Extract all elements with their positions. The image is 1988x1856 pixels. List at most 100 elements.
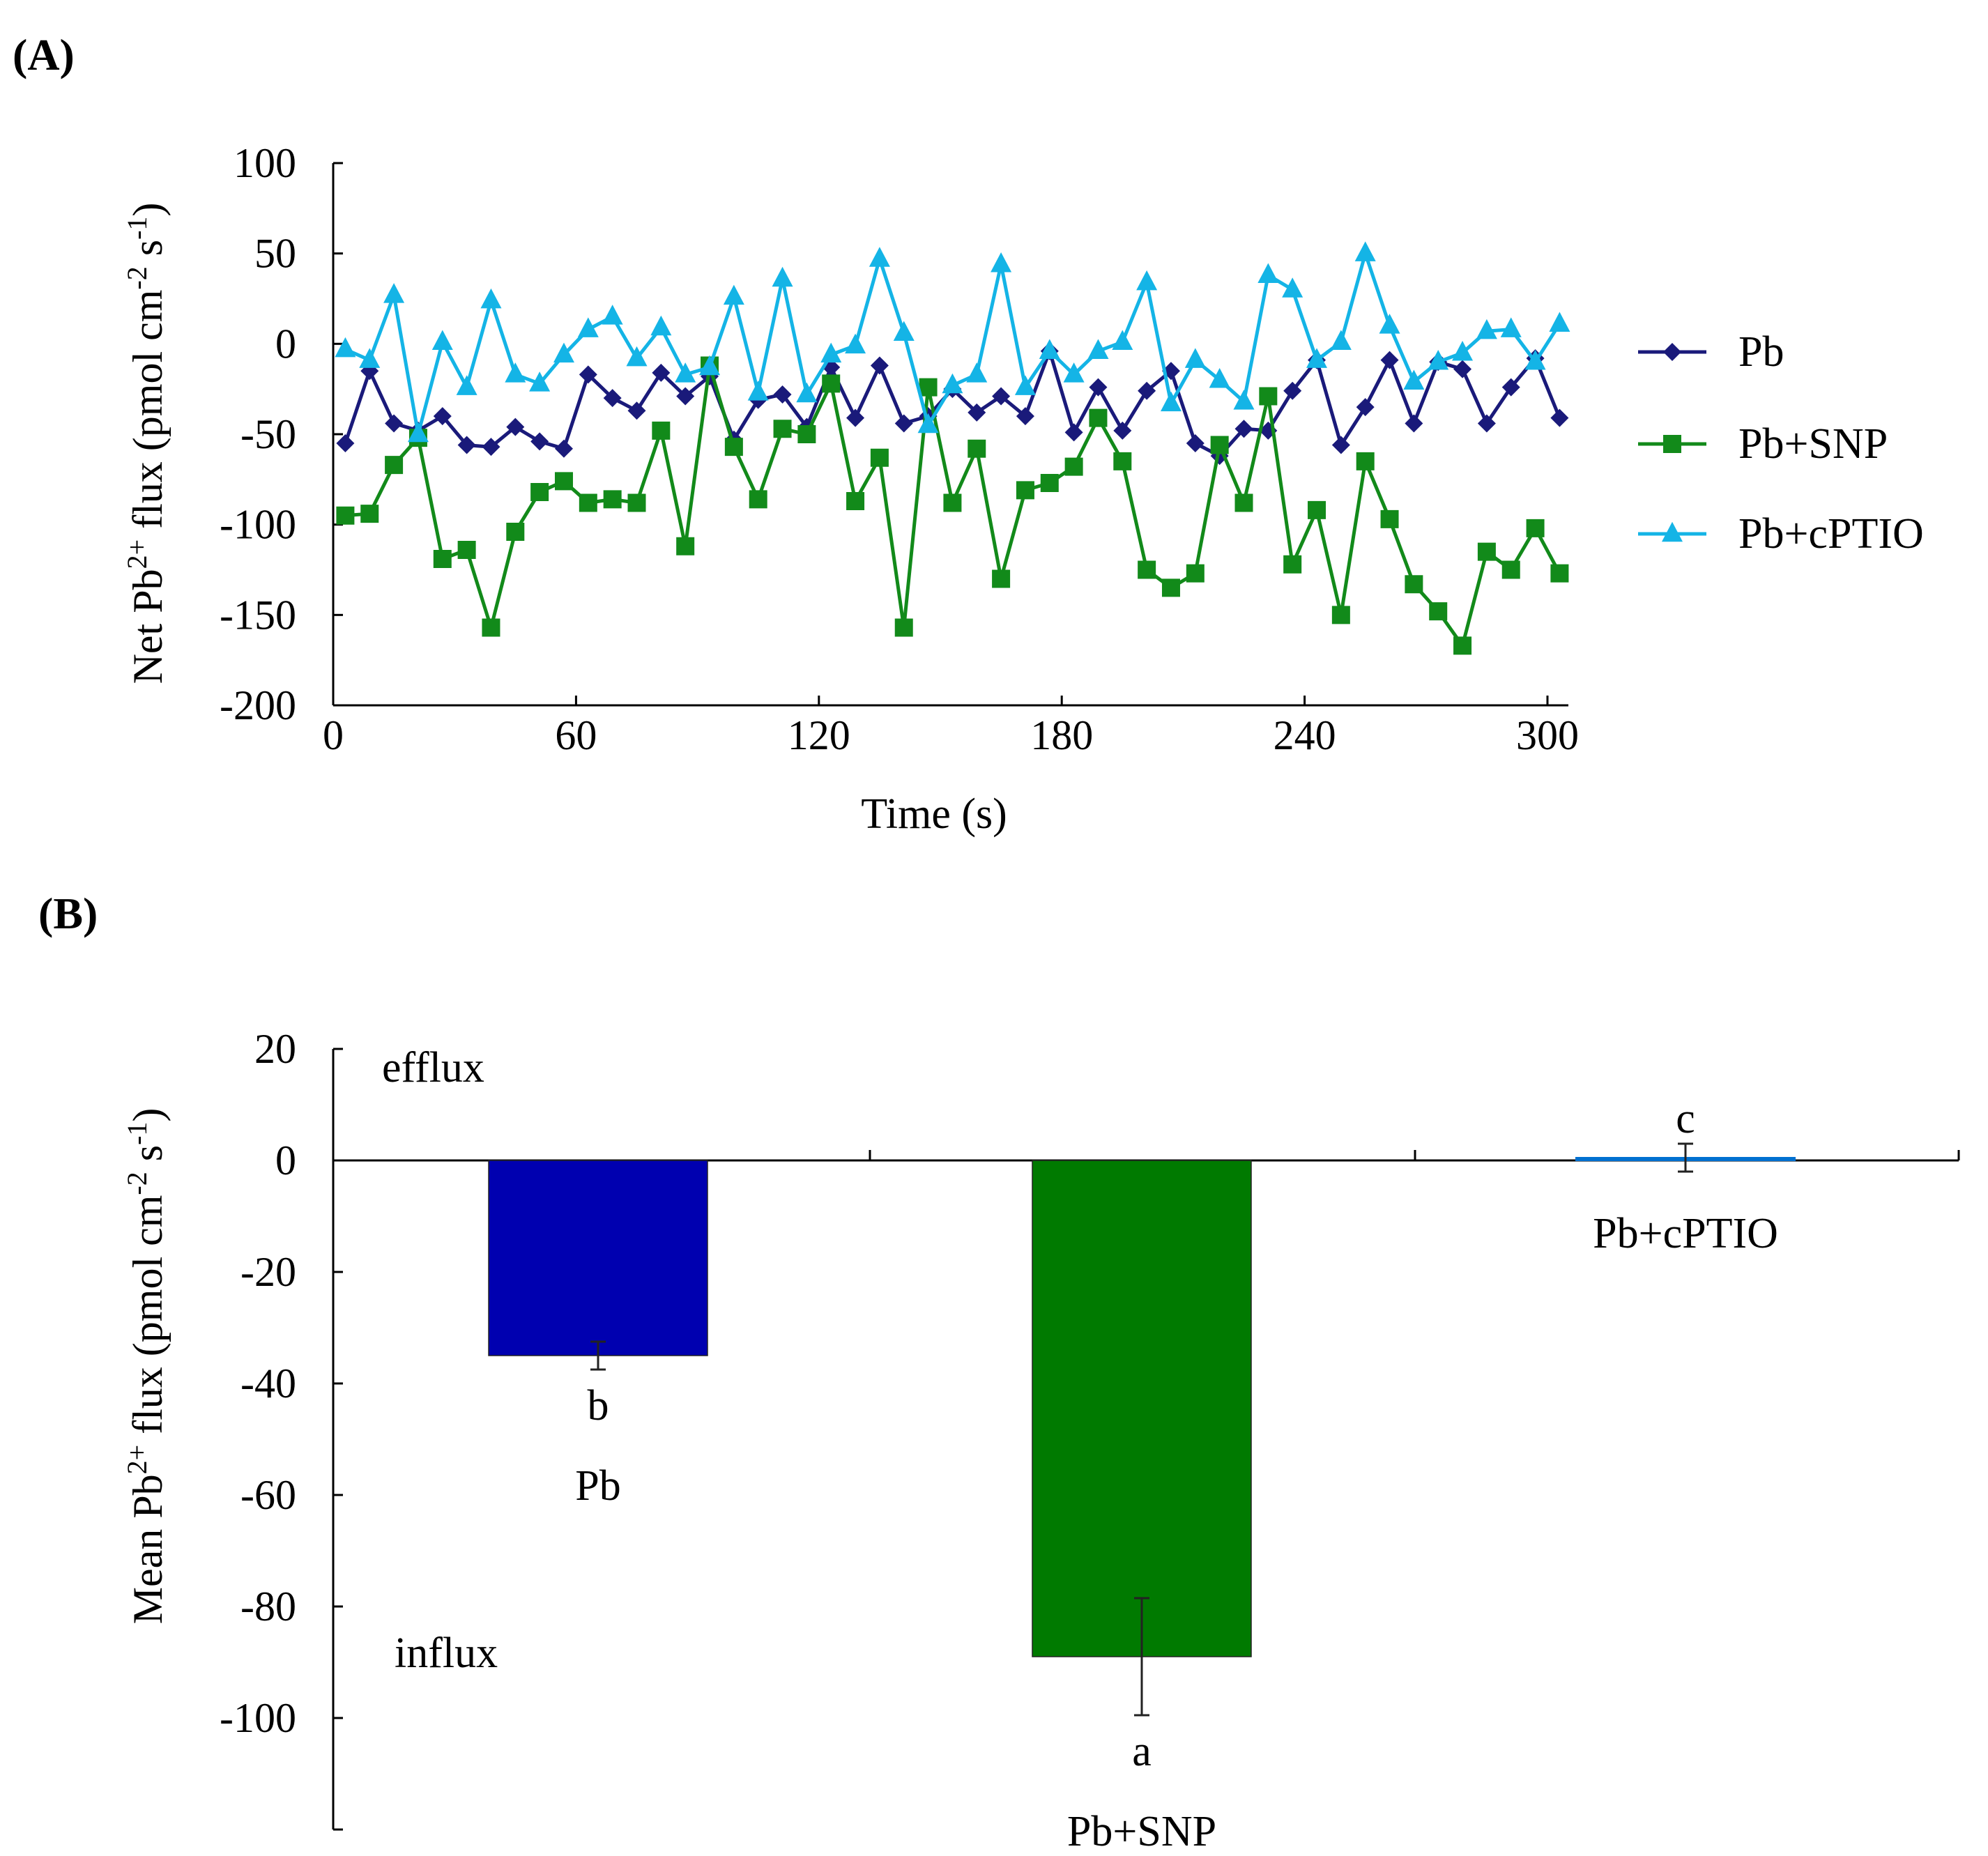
- data-point-pb-cptio: [456, 375, 477, 395]
- significance-letter-pb-cptio: c: [1676, 1095, 1695, 1142]
- y-tick-label: -50: [240, 411, 296, 457]
- legend-marker-pb: [1663, 343, 1681, 361]
- data-point-pb-snp: [1161, 578, 1180, 597]
- data-point-pb-cptio: [1160, 391, 1182, 412]
- data-point-pb-snp: [457, 540, 476, 559]
- x-tick-label: 60: [555, 712, 597, 758]
- data-point-pb: [506, 417, 525, 436]
- panel-a-line-chart: (A) 100 50 0 -50 -100 -150 -200 0 60 120 180 240 30…: [13, 30, 1924, 838]
- data-point-pb-cptio: [383, 283, 405, 303]
- series-pb: [336, 342, 1569, 466]
- data-point-pb-cptio: [1063, 362, 1085, 383]
- data-point-pb-snp: [846, 491, 865, 510]
- bar-pb-snp: [1032, 1160, 1252, 1657]
- panel-b-y-ticks: 20 0 -20 -40 -60 -80 -100: [220, 1026, 343, 1831]
- data-point-pb-snp: [1283, 555, 1302, 574]
- data-point-pb-cptio: [1087, 339, 1109, 359]
- data-point-pb: [385, 414, 404, 433]
- data-point-pb-snp: [554, 472, 573, 491]
- x-tick-label: 0: [323, 712, 344, 758]
- data-point-pb: [1089, 378, 1108, 397]
- data-point-pb: [1234, 420, 1253, 438]
- data-point-pb-cptio: [699, 355, 721, 376]
- legend-marker-pb-snp: [1663, 435, 1681, 453]
- panel-a-x-ticks: 0 60 120 180 240 300: [323, 696, 1579, 758]
- data-point-pb-snp: [1501, 560, 1520, 579]
- data-point-pb: [1380, 351, 1399, 369]
- y-tick-label: -200: [220, 682, 296, 728]
- panel-a-legend: Pb Pb+SNP Pb+cPTIO: [1638, 328, 1924, 558]
- data-point-pb-cptio: [1233, 390, 1255, 410]
- data-point-pb-cptio: [772, 266, 793, 287]
- data-point-pb-snp: [360, 505, 379, 523]
- series-line-pb: [344, 349, 1561, 458]
- y-tick-label: 100: [234, 140, 296, 186]
- data-point-pb-snp: [968, 439, 986, 458]
- data-point-pb-snp: [1016, 481, 1034, 500]
- panel-a-x-axis-label: Time (s): [861, 790, 1007, 838]
- data-point-pb: [1356, 398, 1375, 417]
- panel-b-bars: b Pb a Pb+SNP c Pb+cPTIO: [488, 1095, 1796, 1855]
- bar-group-pb-snp: a Pb+SNP: [1032, 1160, 1252, 1855]
- data-point-pb-snp: [676, 537, 695, 555]
- x-tick-label: 240: [1274, 712, 1336, 758]
- data-point-pb: [603, 389, 622, 408]
- data-point-pb-snp: [919, 378, 938, 397]
- data-point-pb-cptio: [1476, 319, 1497, 339]
- x-tick-label: 120: [788, 712, 850, 758]
- data-point-pb: [773, 385, 792, 404]
- data-point-pb-snp: [530, 482, 549, 501]
- data-point-pb: [627, 401, 646, 420]
- data-point-pb-cptio: [1524, 350, 1546, 370]
- y-tick-label: -150: [220, 592, 296, 638]
- data-point-pb-cptio: [505, 362, 526, 383]
- data-point-pb-snp: [749, 490, 767, 509]
- data-point-pb-cptio: [335, 337, 356, 358]
- data-point-pb-snp: [482, 618, 500, 637]
- data-point-pb-snp: [797, 425, 816, 443]
- y-tick-label: -40: [240, 1360, 296, 1406]
- data-point-pb: [1186, 434, 1205, 452]
- bar-group-pb: b Pb: [488, 1160, 708, 1510]
- data-point-pb-snp: [603, 490, 622, 509]
- data-point-pb: [579, 365, 597, 384]
- data-point-pb-snp: [1064, 457, 1083, 476]
- bar-group-pb-cptio: c Pb+cPTIO: [1575, 1095, 1796, 1257]
- y-tick-label: -100: [220, 1695, 296, 1741]
- y-tick-label: 50: [254, 231, 296, 277]
- data-point-pb-snp: [1477, 542, 1496, 561]
- data-point-pb-cptio: [650, 315, 672, 336]
- data-point-pb: [1477, 414, 1496, 433]
- data-point-pb-snp: [1234, 493, 1253, 512]
- data-point-pb: [1405, 414, 1423, 433]
- panel-a-label: (A): [13, 30, 75, 79]
- data-point-pb-cptio: [359, 348, 381, 368]
- data-point-pb-cptio: [480, 288, 502, 309]
- data-point-pb: [894, 414, 913, 433]
- data-point-pb-snp: [894, 618, 913, 637]
- data-point-pb-cptio: [845, 333, 866, 354]
- y-tick-label: 0: [275, 1137, 296, 1183]
- data-point-pb: [676, 387, 695, 406]
- data-point-pb-snp: [943, 493, 962, 512]
- data-point-pb-snp: [1089, 408, 1108, 427]
- data-point-pb: [433, 407, 452, 426]
- data-point-pb: [530, 432, 549, 451]
- data-point-pb-snp: [1259, 387, 1278, 406]
- x-tick-label: 300: [1516, 712, 1579, 758]
- data-point-pb-snp: [1138, 560, 1156, 579]
- data-point-pb-cptio: [1112, 330, 1133, 350]
- data-point-pb-snp: [822, 374, 841, 393]
- data-point-pb-cptio: [1306, 348, 1328, 368]
- data-point-pb-snp: [1331, 606, 1350, 624]
- panel-b-bar-chart: (B) 20 0 -20 -40 -60 -80 -100 b Pb a Pb+SNP c Pb+cP…: [38, 889, 1960, 1855]
- data-point-pb-cptio: [1209, 367, 1230, 388]
- data-point-pb-cptio: [869, 247, 890, 267]
- data-point-pb-cptio: [1428, 350, 1449, 370]
- data-point-pb-cptio: [1379, 314, 1400, 334]
- data-point-pb-cptio: [1403, 369, 1425, 390]
- category-label-pb-snp: Pb+SNP: [1067, 1808, 1216, 1855]
- series-pb-cptio: [335, 241, 1570, 443]
- data-point-pb-snp: [1526, 519, 1545, 537]
